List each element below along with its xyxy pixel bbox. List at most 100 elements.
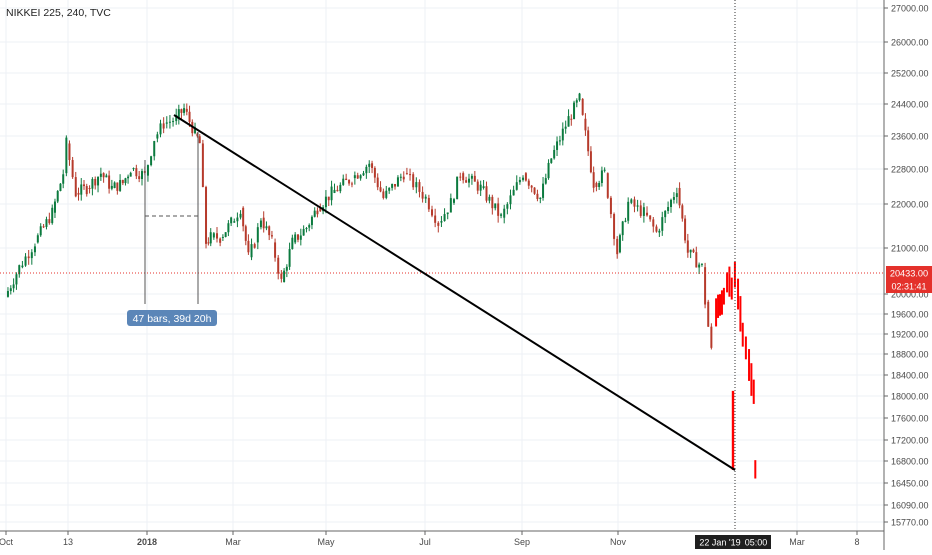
price-bar-body	[603, 169, 606, 171]
price-bar-body	[274, 242, 277, 258]
price-bar-body	[418, 182, 421, 192]
price-bar-body	[388, 187, 391, 191]
price-bar-body	[624, 220, 627, 222]
price-bar-body	[277, 257, 280, 274]
price-bar-body	[39, 226, 42, 236]
price-bar-body	[140, 171, 143, 179]
price-bar-body	[36, 235, 39, 243]
time-axis-label: Mar	[789, 537, 805, 547]
price-bar-body	[522, 177, 525, 180]
price-bar-body	[544, 178, 547, 184]
price-bar-body	[592, 172, 595, 188]
price-bar-body	[62, 174, 65, 184]
price-bar-body	[431, 209, 434, 216]
price-bar-body	[180, 109, 183, 113]
price-bar-body	[661, 217, 664, 231]
price-bar-body	[33, 246, 36, 253]
price-bar-body	[427, 197, 430, 210]
price-bar-body	[456, 176, 459, 200]
price-axis-label: 21000.00	[891, 244, 929, 254]
price-bar-body	[68, 143, 71, 161]
price-bar-body	[27, 256, 30, 259]
price-bar-body	[371, 163, 374, 168]
price-bar-body	[359, 175, 362, 179]
price-bar-body	[127, 176, 130, 179]
symbol-title: NIKKEI 225, 240, TVC	[6, 7, 111, 19]
price-bar-body	[584, 118, 587, 131]
price-bar-body	[80, 184, 83, 195]
price-bar-body	[618, 235, 621, 253]
price-axis-label: 27000.00	[891, 4, 929, 14]
price-bar-body	[524, 173, 527, 181]
price-bar-body	[239, 213, 242, 218]
price-bar-body	[399, 176, 402, 178]
price-bar-body	[209, 232, 212, 244]
measure-label-box[interactable]	[127, 310, 217, 326]
price-bar-body	[473, 175, 476, 182]
price-bar-body	[56, 190, 59, 202]
price-bar-body	[299, 235, 302, 240]
price-bar-body	[515, 182, 518, 190]
price-bar-body	[424, 196, 427, 199]
price-bar-body	[558, 140, 561, 142]
price-bar-body	[710, 326, 713, 348]
price-bar-body	[564, 126, 567, 129]
trend-line[interactable]	[173, 114, 736, 471]
price-bar-body	[162, 123, 165, 129]
price-bar-body	[185, 108, 188, 112]
price-bar-body	[135, 168, 138, 177]
price-bar-body	[45, 219, 48, 227]
price-bar-body	[567, 116, 570, 127]
price-bar-body	[48, 219, 51, 224]
price-bar-body	[198, 136, 201, 144]
price-bar-body	[394, 183, 397, 187]
price-bar-body	[509, 195, 512, 205]
time-axis-label: Sep	[514, 537, 530, 547]
price-bar-body	[368, 163, 371, 167]
price-bar-body	[636, 205, 639, 207]
price-bar-body	[124, 178, 127, 184]
price-bar-body	[327, 196, 330, 201]
time-axis-label: 2018	[137, 537, 157, 547]
drawing-tools[interactable]: 47 bars, 39d 20h	[0, 0, 884, 531]
price-bar-body	[443, 214, 446, 222]
price-bar-body	[74, 177, 77, 197]
time-axis-label: 13	[63, 537, 73, 547]
price-bar-body	[539, 197, 542, 199]
price-bar-body	[168, 121, 171, 123]
price-bar-body	[379, 187, 382, 192]
price-bar-body	[24, 256, 27, 266]
price-bar-body	[402, 176, 405, 180]
price-bar-body	[470, 175, 473, 179]
price-bar-body	[667, 207, 670, 211]
price-bar-body	[242, 207, 245, 227]
price-bar-body	[85, 186, 88, 195]
price-bar-body	[405, 173, 408, 175]
price-bar-body	[285, 266, 288, 271]
price-bar-body	[348, 180, 351, 184]
price-bar-body	[296, 234, 299, 240]
countdown-badge	[886, 280, 932, 293]
price-bar-body	[129, 172, 132, 177]
price-bar-body	[556, 141, 559, 150]
price-bar-body	[53, 201, 56, 213]
price-axis-label: 18400.00	[891, 371, 929, 381]
price-bar-body	[649, 215, 652, 220]
price-bar-body	[9, 288, 12, 292]
price-bar-body	[119, 180, 122, 191]
price-bar-body	[319, 207, 322, 212]
price-bar-body	[97, 176, 100, 186]
price-bar-body	[244, 226, 247, 241]
price-bar-body	[159, 123, 162, 135]
price-bar-body	[415, 182, 418, 188]
price-bar-body	[695, 252, 698, 268]
price-bar-body	[330, 186, 333, 201]
price-bar-body	[172, 121, 175, 123]
price-axis-label: 20000.00	[891, 290, 929, 300]
price-axis-label: 18000.00	[891, 392, 929, 402]
price-bar-body	[440, 221, 443, 223]
price-bar-body	[350, 183, 353, 185]
time-axis-label: May	[317, 537, 335, 547]
